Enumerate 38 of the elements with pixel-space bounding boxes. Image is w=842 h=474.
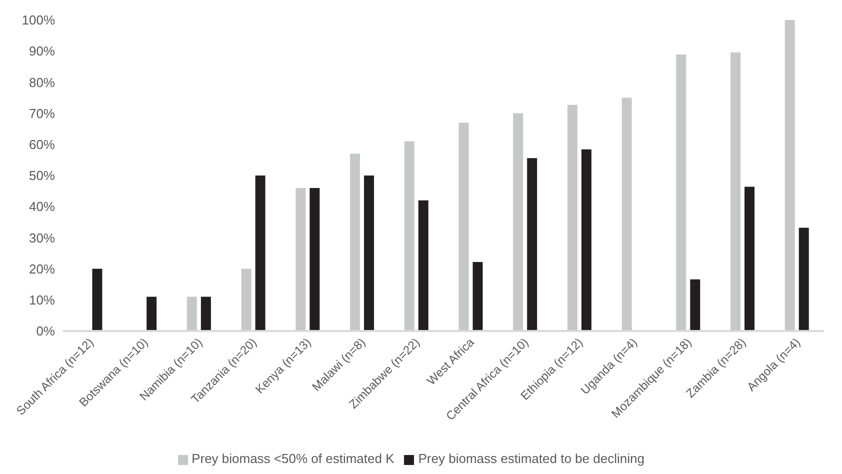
bar (690, 279, 700, 331)
legend-label: Prey biomass estimated to be declining (418, 451, 644, 466)
y-tick-label: 70% (28, 106, 56, 121)
bar (581, 149, 592, 331)
bar (418, 200, 428, 331)
y-tick-label: 80% (28, 74, 56, 90)
bar (404, 141, 414, 331)
bar (784, 20, 795, 331)
bar (730, 52, 741, 331)
y-tick-label: 90% (28, 44, 56, 59)
legend-label: Prey biomass <50% of estimated K (192, 451, 394, 466)
bar (186, 296, 197, 331)
bar (458, 122, 469, 331)
bar (255, 176, 266, 331)
y-tick-label: 40% (28, 199, 56, 214)
bar (92, 268, 102, 331)
bar (676, 54, 686, 331)
bar (296, 188, 306, 331)
bar (200, 296, 211, 331)
bar (472, 262, 483, 331)
bar (513, 113, 524, 331)
y-tick-label: 30% (28, 230, 56, 246)
bar (744, 186, 755, 331)
bar (350, 154, 360, 331)
y-tick-label: 10% (28, 292, 56, 308)
bar (146, 296, 157, 331)
bar (241, 268, 252, 331)
bar (567, 104, 578, 331)
bar (798, 228, 809, 331)
y-tick-label: 60% (28, 137, 56, 152)
y-tick-label: 100% (22, 12, 56, 28)
bar (364, 176, 374, 331)
bar (527, 158, 538, 331)
y-tick-label: 50% (28, 168, 56, 184)
bar (622, 98, 632, 331)
bar (310, 188, 320, 331)
y-tick-label: 0% (36, 324, 56, 339)
y-tick-label: 20% (28, 261, 56, 276)
